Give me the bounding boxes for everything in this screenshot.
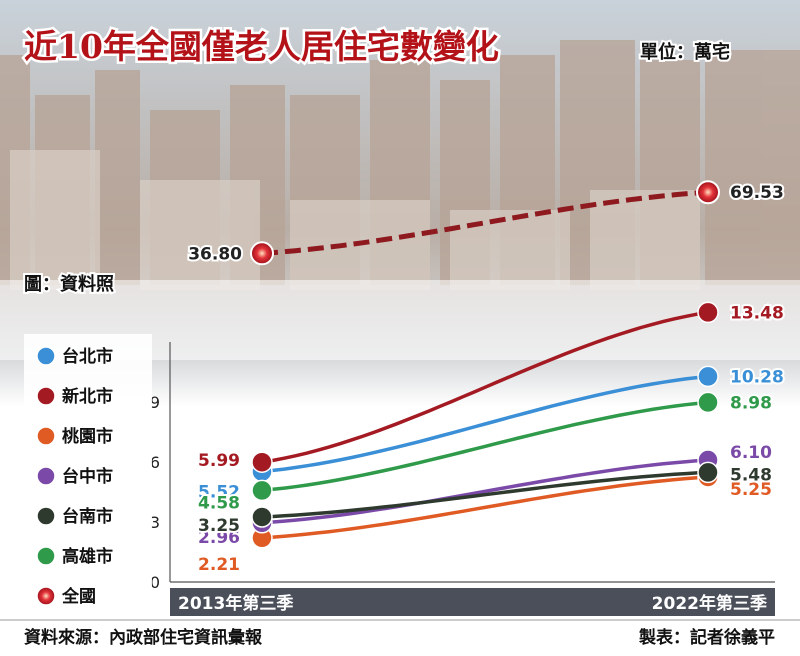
data-point xyxy=(251,451,273,473)
data-point xyxy=(251,479,273,502)
legend-swatch xyxy=(36,346,56,366)
series-桃園市: 2.21 5.25 xyxy=(196,466,774,577)
data-label: 5.25 xyxy=(730,480,772,500)
data-label: 5.52 xyxy=(198,483,240,503)
legend-item: 台中市 xyxy=(36,466,113,487)
national-end-label: 69.53 xyxy=(730,183,784,203)
series-line xyxy=(260,310,710,464)
data-point xyxy=(697,391,719,414)
series-line xyxy=(260,374,710,474)
y-axis: 0 3 6 9 xyxy=(150,342,775,592)
chart-title: 近10年全國僅老人居住宅數變化 xyxy=(24,27,499,66)
data-label: 2.96 xyxy=(198,528,240,548)
legend-item: 新北市 xyxy=(36,386,113,407)
legend-label: 高雄市 xyxy=(62,546,113,567)
national-series: 36.80 69.53 xyxy=(186,180,786,266)
series-新北市: 5.99 13.48 xyxy=(196,301,786,473)
data-label: 2.21 xyxy=(198,555,240,575)
legend-item: 台北市 xyxy=(36,346,113,367)
series-line xyxy=(260,470,710,519)
series-台北市: 5.52 10.28 xyxy=(196,365,786,504)
series-line xyxy=(260,458,710,525)
legend-item: 台南市 xyxy=(36,506,113,527)
author-credit: 製表：記者徐義平 xyxy=(638,627,775,648)
x-axis-band: 2013年第三季 2022年第三季 xyxy=(170,588,775,616)
series-高雄市: 4.58 8.98 xyxy=(196,391,774,515)
legend-swatch xyxy=(36,546,56,566)
legend-label: 台北市 xyxy=(62,346,113,367)
data-label: 13.48 xyxy=(730,303,784,323)
series-台中市: 2.96 6.10 xyxy=(196,441,774,550)
national-point xyxy=(250,241,274,266)
legend-item: 高雄市 xyxy=(36,546,113,567)
series-line xyxy=(260,400,710,493)
unit-label: 單位：萬宅 xyxy=(640,41,730,63)
legend-label: 全國 xyxy=(61,586,96,607)
data-label: 4.58 xyxy=(198,493,240,513)
series-台南市: 3.25 5.48 xyxy=(196,461,774,538)
legend-swatch xyxy=(36,386,56,406)
legend-swatch xyxy=(36,586,56,606)
legend-item: 桃園市 xyxy=(36,426,113,447)
data-label: 5.48 xyxy=(730,465,772,485)
data-label: 10.28 xyxy=(730,367,784,387)
data-point xyxy=(697,365,719,388)
y-tick-label: 9 xyxy=(150,393,160,412)
legend-swatch xyxy=(36,466,56,486)
legend-label: 台中市 xyxy=(62,466,113,487)
legend-label: 新北市 xyxy=(62,386,113,407)
series-layer: 5.52 10.28 5.99 13.48 2.21 5.25 2.96 6.10 3.25 5.… xyxy=(196,301,786,577)
data-label: 5.99 xyxy=(198,451,240,471)
data-point xyxy=(697,301,719,324)
national-line xyxy=(261,189,709,256)
national-start-label: 36.80 xyxy=(188,244,242,264)
plot-area: 0 3 6 9 5.52 10.28 5.99 13.48 2.21 5.25 2.96 6.… xyxy=(150,180,786,592)
data-label: 3.25 xyxy=(198,516,240,536)
x-label-end: 2022年第三季 xyxy=(652,593,767,614)
photo-credit: 圖：資料照 xyxy=(24,273,114,295)
source-note: 資料來源：內政部住宅資訊彙報 xyxy=(24,627,263,648)
legend-item: 全國 xyxy=(36,586,96,607)
legend-label: 台南市 xyxy=(62,506,113,527)
x-label-start: 2013年第三季 xyxy=(178,593,293,614)
data-point xyxy=(697,461,719,484)
legend-swatch xyxy=(36,426,56,446)
series-line xyxy=(260,475,710,540)
y-tick-label: 6 xyxy=(150,453,160,472)
y-tick-label: 0 xyxy=(150,573,160,592)
national-point xyxy=(696,180,720,205)
data-label: 6.10 xyxy=(730,443,772,463)
y-tick-label: 3 xyxy=(150,513,160,532)
data-point xyxy=(251,506,273,528)
legend-label: 桃園市 xyxy=(62,426,113,447)
data-label: 8.98 xyxy=(730,393,772,413)
legend-swatch xyxy=(36,506,56,526)
